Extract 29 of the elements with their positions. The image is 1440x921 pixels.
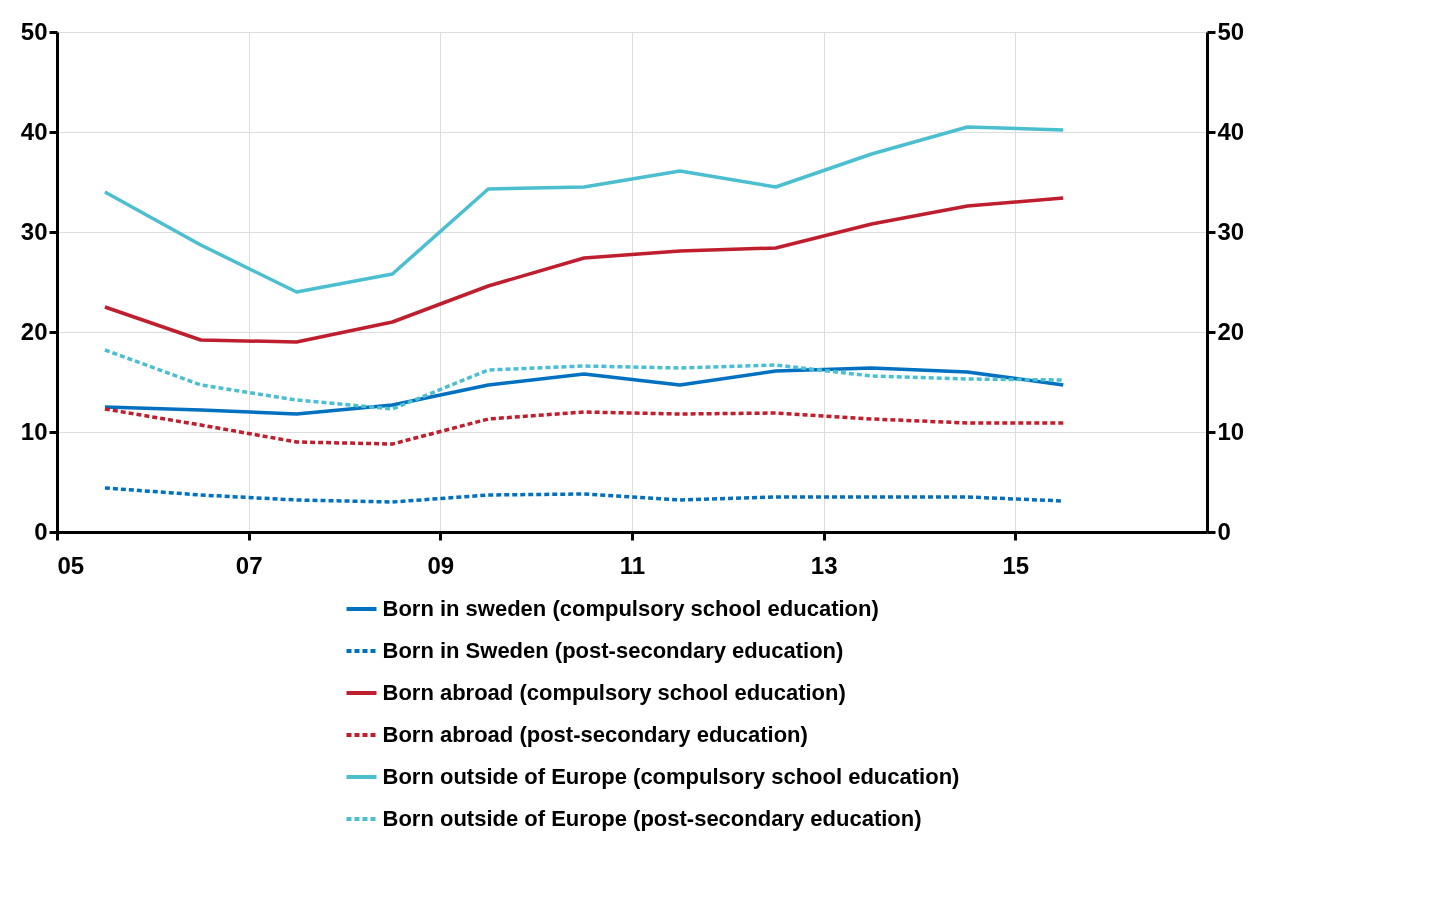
line-series: [103, 196, 1065, 344]
y2-tick-label: 20: [1217, 317, 1245, 345]
y2-tick-label: 10: [1217, 417, 1245, 445]
legend-label: Born abroad (compulsory school education): [382, 680, 846, 705]
legend-label: Born abroad (post-secondary education): [382, 722, 808, 747]
x-tick-label: 09: [427, 551, 455, 579]
x-tick-label: 11: [619, 551, 646, 579]
line-series: [103, 366, 1065, 416]
legend-label: Born outside of Europe (compulsory school education): [382, 764, 960, 789]
x-tick-label: 15: [1002, 551, 1030, 579]
legend-label: Born outside of Europe (post-secondary education): [382, 806, 922, 831]
y-tick-label: 30: [20, 217, 48, 245]
y2-tick-label: 40: [1217, 117, 1245, 145]
y-tick-label: 10: [20, 417, 48, 445]
line-series: [103, 407, 1065, 446]
y2-tick-label: 50: [1217, 17, 1245, 45]
y-tick-label: 0: [34, 517, 48, 545]
x-tick-label: 07: [235, 551, 263, 579]
y-tick-label: 50: [20, 17, 48, 45]
y-tick-label: 40: [20, 117, 48, 145]
y2-tick-label: 30: [1217, 217, 1245, 245]
y-tick-label: 20: [20, 317, 48, 345]
legend-label: Born in Sweden (post-secondary education): [382, 638, 844, 663]
legend-label: Born in sweden (compulsory school education): [382, 596, 879, 621]
line-series: [103, 125, 1065, 294]
x-tick-label: 13: [810, 551, 838, 579]
y2-tick-label: 0: [1217, 517, 1231, 545]
line-series: [103, 348, 1065, 411]
x-tick-label: 05: [57, 551, 85, 579]
